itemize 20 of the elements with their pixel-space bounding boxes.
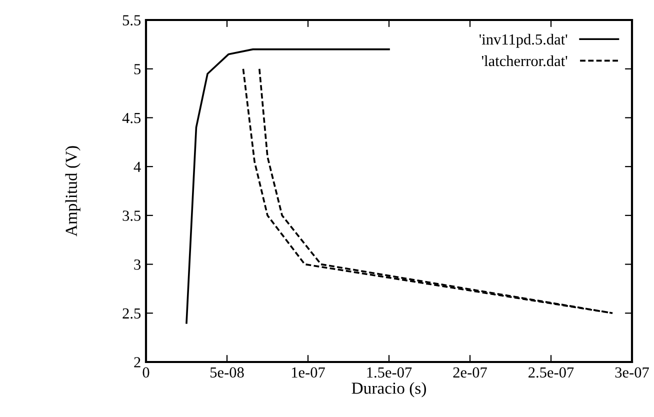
y-tick-label: 3.5 bbox=[122, 210, 141, 221]
x-axis-title: Duracio (s) bbox=[352, 382, 426, 398]
y-tick-label: 5.5 bbox=[122, 15, 141, 26]
y-tick-label: 5 bbox=[134, 64, 141, 74]
x-tick-label: 1e-07 bbox=[292, 367, 325, 378]
x-tick-label: 1.5e-07 bbox=[367, 367, 412, 378]
y-tick-label: 2 bbox=[134, 357, 140, 368]
x-tick-label: 5e-08 bbox=[210, 367, 244, 378]
legend-label: 'latcherror.dat' bbox=[482, 55, 568, 66]
y-tick-label: 2.5 bbox=[122, 308, 141, 319]
y-tick-label: 3 bbox=[134, 259, 141, 270]
x-tick-label: 2e-07 bbox=[453, 367, 487, 378]
y-axis-title: Amplitud (V) bbox=[65, 146, 80, 236]
x-tick-label: 0 bbox=[142, 367, 150, 378]
legend-label: 'inv11pd.5.dat' bbox=[480, 34, 568, 48]
y-tick-label: 4.5 bbox=[122, 112, 141, 124]
x-tick-label: 2.5e-07 bbox=[528, 367, 574, 378]
line-series bbox=[186, 48, 390, 324]
y-tick-label: 4 bbox=[134, 162, 141, 172]
x-tick-label: 3e-07 bbox=[615, 367, 649, 378]
